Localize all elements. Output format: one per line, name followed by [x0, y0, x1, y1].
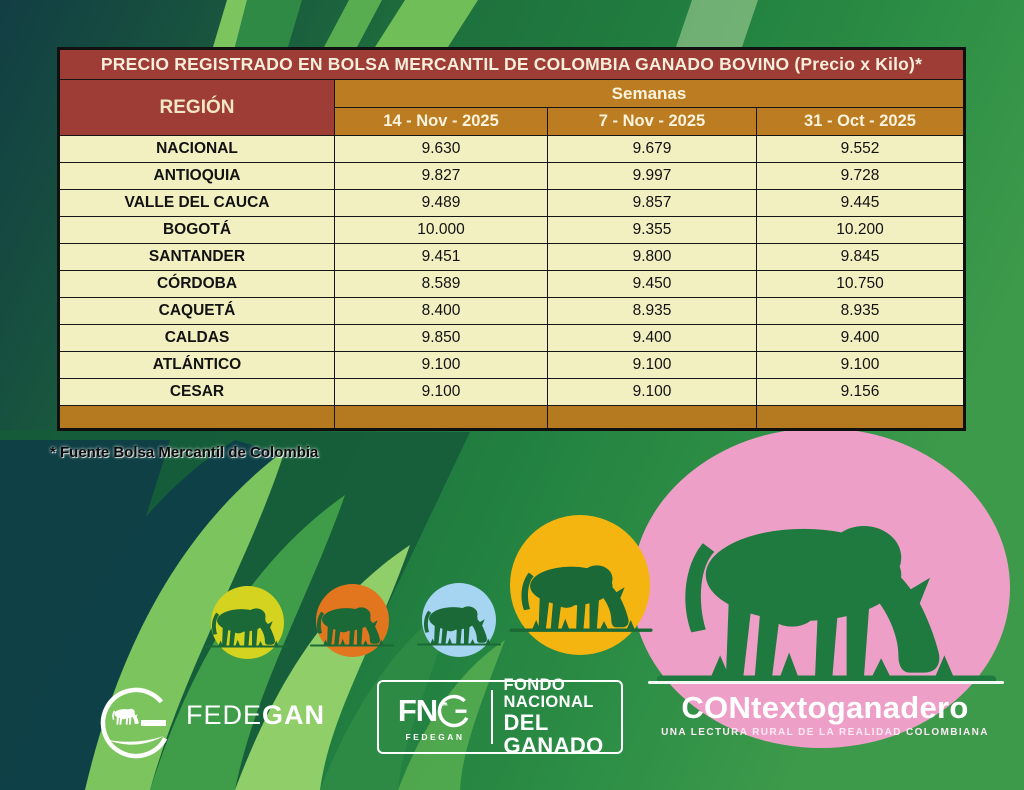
week-column-header: 7 - Nov - 2025 — [547, 107, 757, 136]
price-cell: 9.100 — [334, 378, 548, 406]
fng-logo: FN FEDEGAN FONDO NACIONAL DEL GANADO — [377, 676, 623, 757]
empty-cell — [756, 405, 965, 430]
contexto-ground-line — [648, 681, 1004, 684]
price-cell: 9.355 — [547, 216, 757, 244]
table-row: CAQUETÁ 8.400 8.935 8.935 — [58, 297, 965, 325]
price-cell: 8.935 — [547, 297, 757, 325]
table-row: ATLÁNTICO 9.100 9.100 9.100 — [58, 351, 965, 379]
price-table: PRECIO REGISTRADO EN BOLSA MERCANTIL DE … — [57, 47, 966, 431]
fedegan-logo-icon — [100, 687, 172, 759]
price-cell: 8.589 — [334, 270, 548, 298]
price-cell: 9.450 — [547, 270, 757, 298]
price-cell: 9.100 — [547, 378, 757, 406]
price-cell: 9.800 — [547, 243, 757, 271]
price-cell: 9.100 — [547, 351, 757, 379]
fng-fondo-nacional-label: FONDO NACIONAL — [503, 675, 594, 711]
price-cell: 10.000 — [334, 216, 548, 244]
price-cell: 9.445 — [756, 189, 965, 217]
fng-g-cow-icon — [437, 694, 471, 727]
fng-del-ganado-label: DEL GANADO — [503, 710, 604, 759]
table-header-row: REGIÓN Semanas — [58, 79, 965, 136]
table-row: NACIONAL 9.630 9.679 9.552 — [58, 135, 965, 163]
price-cell: 10.200 — [756, 216, 965, 244]
price-cell: 9.850 — [334, 324, 548, 352]
fedegan-wordmark: FEDEGAN — [186, 700, 325, 731]
fng-logo-right: FONDO NACIONAL DEL GANADO — [493, 676, 622, 757]
price-cell: 10.750 — [756, 270, 965, 298]
table-empty-footer-row — [58, 405, 965, 430]
price-cell: 9.857 — [547, 189, 757, 217]
fng-fedegan-label: FEDEGAN — [405, 731, 465, 742]
orange-circle-cow-icon — [309, 596, 395, 653]
region-cell: VALLE DEL CAUCA — [58, 189, 335, 217]
pink-circle-cow-icon — [654, 480, 999, 710]
table-row: VALLE DEL CAUCA 9.489 9.857 9.445 — [58, 189, 965, 217]
region-cell: SANTANDER — [58, 243, 335, 271]
blue-circle-cow-icon — [416, 595, 502, 652]
price-cell: 9.630 — [334, 135, 548, 163]
table-row: SANTANDER 9.451 9.800 9.845 — [58, 243, 965, 271]
price-cell: 8.935 — [756, 297, 965, 325]
empty-cell — [547, 405, 757, 430]
price-cell: 9.679 — [547, 135, 757, 163]
price-cell: 9.845 — [756, 243, 965, 271]
price-cell: 9.451 — [334, 243, 548, 271]
price-cell: 9.400 — [547, 324, 757, 352]
gold-circle-cow-icon — [508, 546, 654, 643]
price-cell: 9.100 — [756, 351, 965, 379]
region-cell: CÓRDOBA — [58, 270, 335, 298]
contextoganadero-wordmark: CONtextoganadero — [681, 690, 969, 725]
fng-abbr: FN — [397, 693, 438, 728]
chartreuse-circle-cow-icon — [204, 597, 290, 654]
table-dates-row: 14 - Nov - 2025 7 - Nov - 2025 31 - Oct … — [59, 107, 965, 136]
fng-divider — [491, 690, 493, 744]
price-cell: 9.100 — [334, 351, 548, 379]
table-row: CALDAS 9.850 9.400 9.400 — [58, 324, 965, 352]
table-title: PRECIO REGISTRADO EN BOLSA MERCANTIL DE … — [58, 48, 965, 80]
region-cell: NACIONAL — [58, 135, 335, 163]
region-cell: BOGOTÁ — [58, 216, 335, 244]
region-cell: ANTIOQUIA — [58, 162, 335, 190]
price-cell: 9.156 — [756, 378, 965, 406]
empty-cell — [58, 405, 335, 430]
region-cell: CESAR — [58, 378, 335, 406]
region-cell: CALDAS — [58, 324, 335, 352]
region-cell: ATLÁNTICO — [58, 351, 335, 379]
fng-logo-left: FN FEDEGAN — [379, 682, 491, 752]
table-row: CESAR 9.100 9.100 9.156 — [58, 378, 965, 406]
region-cell: CAQUETÁ — [58, 297, 335, 325]
table-row: ANTIOQUIA 9.827 9.997 9.728 — [58, 162, 965, 190]
price-cell: 9.552 — [756, 135, 965, 163]
table-title-row: PRECIO REGISTRADO EN BOLSA MERCANTIL DE … — [58, 48, 965, 80]
week-column-header: 31 - Oct - 2025 — [756, 107, 965, 136]
table-row: CÓRDOBA 8.589 9.450 10.750 — [58, 270, 965, 298]
contextoganadero-tagline: UNA LECTURA RURAL DE LA REALIDAD COLOMBI… — [661, 727, 989, 738]
fedegan-wordmark-bold: GAN — [262, 700, 326, 730]
fedegan-wordmark-light: FEDE — [186, 700, 263, 730]
price-cell: 9.728 — [756, 162, 965, 190]
price-cell: 9.489 — [334, 189, 548, 217]
price-cell: 8.400 — [334, 297, 548, 325]
weeks-group-header: Semanas — [334, 79, 965, 108]
empty-cell — [334, 405, 548, 430]
week-column-header: 14 - Nov - 2025 — [334, 107, 548, 136]
region-column-header: REGIÓN — [58, 79, 335, 136]
price-cell: 9.997 — [547, 162, 757, 190]
price-cell: 9.400 — [756, 324, 965, 352]
table-row: BOGOTÁ 10.000 9.355 10.200 — [58, 216, 965, 244]
price-cell: 9.827 — [334, 162, 548, 190]
source-footnote: * Fuente Bolsa Mercantil de Colombia — [50, 444, 319, 461]
